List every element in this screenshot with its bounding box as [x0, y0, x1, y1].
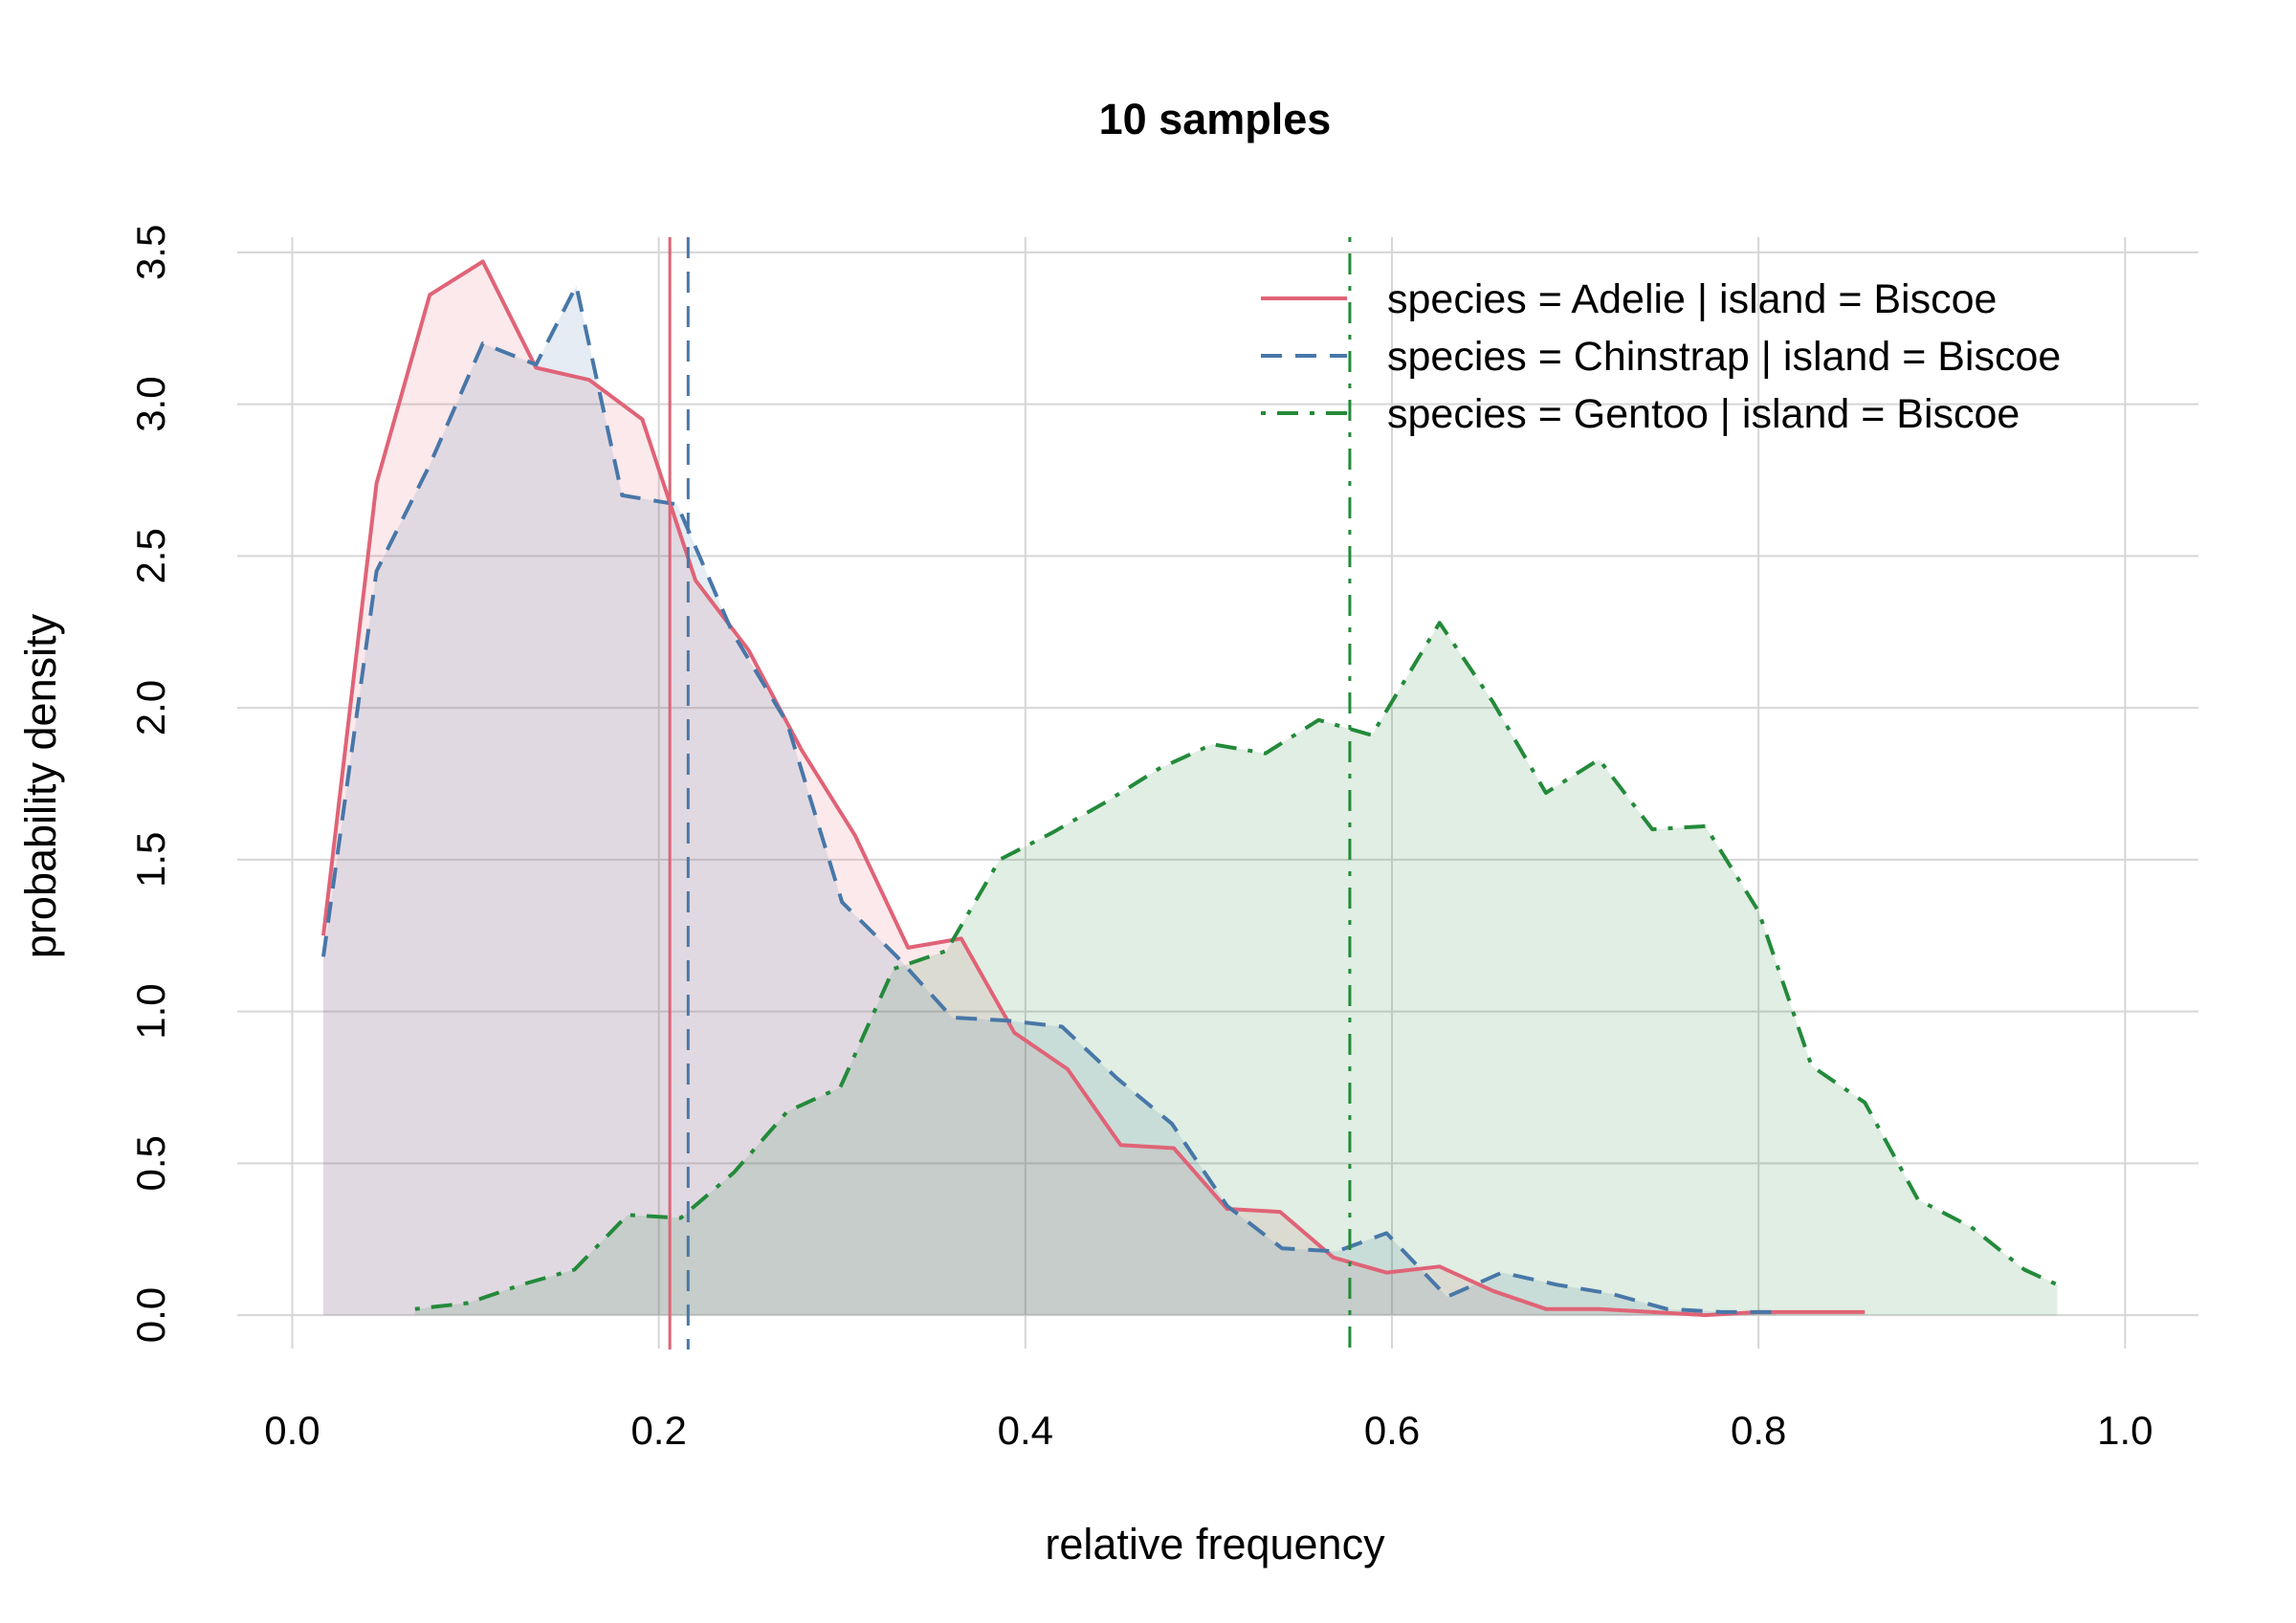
legend-label-1: species = Chinstrap | island = Biscoe — [1387, 334, 2061, 380]
mean-lines — [668, 237, 1352, 1349]
x-tick-label: 0.2 — [630, 1408, 686, 1453]
y-tick-label: 0.0 — [128, 1287, 173, 1343]
x-tick-label: 0.6 — [1364, 1408, 1420, 1453]
x-axis-ticks: 0.0 0.2 0.4 0.6 0.8 1.0 — [264, 1408, 2152, 1453]
density-area-1 — [323, 285, 1777, 1316]
density-line-0 — [321, 259, 1866, 1318]
density-lines — [321, 259, 2059, 1318]
y-tick-label: 3.0 — [128, 376, 173, 431]
y-tick-label: 3.5 — [128, 225, 173, 280]
chart-title: 10 samples — [1099, 95, 1332, 143]
y-axis-ticks: 0.0 0.5 1.0 1.5 2.0 2.5 3.0 3.5 — [128, 225, 173, 1344]
y-tick-label: 0.5 — [128, 1135, 173, 1191]
legend-label-2: species = Gentoo | island = Biscoe — [1387, 391, 2020, 437]
x-tick-label: 0.4 — [998, 1408, 1053, 1453]
density-area-0 — [323, 261, 1866, 1316]
density-area-2 — [414, 623, 2058, 1316]
y-axis-label: probability density — [16, 613, 65, 958]
x-tick-label: 0.8 — [1731, 1408, 1786, 1453]
legend: species = Adelie | island = Biscoe specie… — [1261, 276, 2061, 437]
y-tick-label: 2.0 — [128, 680, 173, 735]
gridlines — [237, 237, 2198, 1349]
density-line-2 — [414, 621, 2059, 1311]
x-tick-label: 0.0 — [264, 1408, 320, 1453]
density-fills — [323, 261, 2058, 1316]
y-tick-label: 2.5 — [128, 528, 173, 583]
x-axis-label: relative frequency — [1045, 1520, 1385, 1568]
density-line-1 — [321, 283, 1777, 1314]
y-tick-label: 1.0 — [128, 983, 173, 1039]
legend-label-0: species = Adelie | island = Biscoe — [1387, 276, 1997, 322]
x-tick-label: 1.0 — [2097, 1408, 2152, 1453]
y-tick-label: 1.5 — [128, 832, 173, 888]
